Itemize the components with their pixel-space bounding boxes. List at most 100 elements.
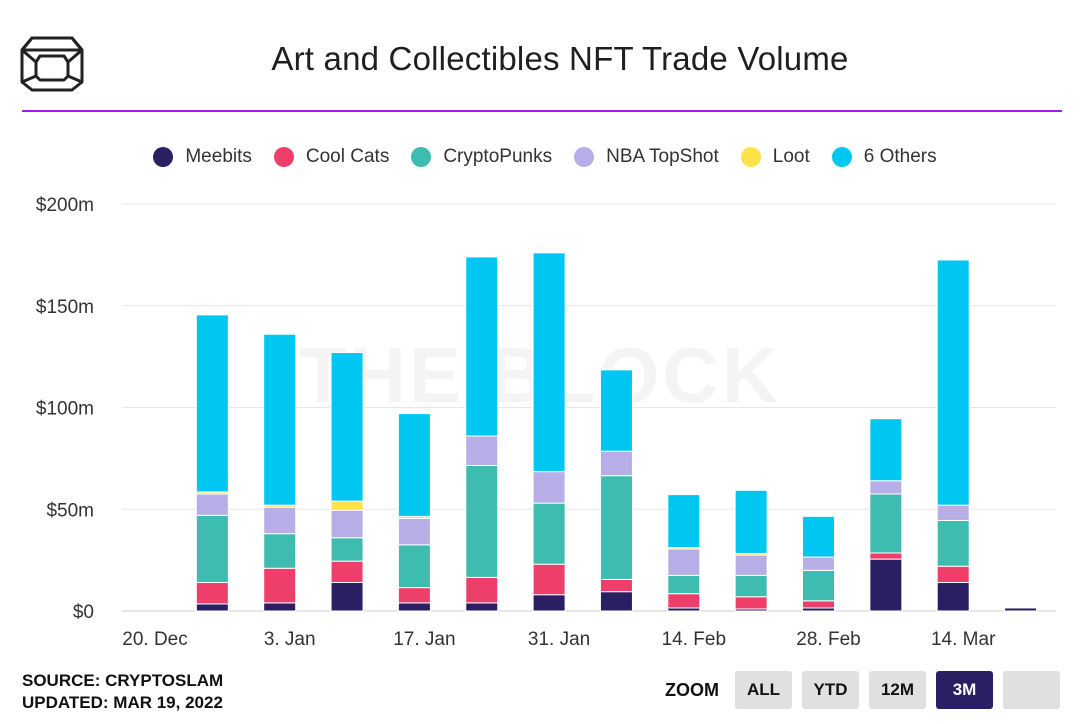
bar-segment-meebits xyxy=(869,558,903,612)
bar-segment-6-others xyxy=(195,314,229,493)
bar-segment-cool-cats xyxy=(599,578,633,593)
bar-segment-cryptopunks xyxy=(532,502,566,565)
legend-swatch xyxy=(574,147,595,167)
bar-segment-nba-topshot xyxy=(599,450,633,477)
zoom-button-ytd[interactable]: YTD xyxy=(802,671,859,709)
bar-segment-6-others xyxy=(936,259,970,506)
bar-segment-6-others xyxy=(532,252,566,473)
legend-label: 6 Others xyxy=(863,146,937,167)
x-tick-label: 3. Jan xyxy=(264,629,316,650)
bar-segment-meebits xyxy=(1004,607,1038,612)
bar-segment-nba-topshot xyxy=(465,435,499,466)
bar-segment-6-others xyxy=(802,515,835,558)
legend-item-loot[interactable]: Loot xyxy=(740,146,810,168)
bar-segment-meebits xyxy=(936,582,970,612)
bar-segment-meebits xyxy=(330,582,364,612)
bar-segment-meebits xyxy=(263,602,297,612)
zoom-controls: ZOOM ALL YTD 12M 3M xyxy=(665,671,1060,709)
bar-segment-cool-cats xyxy=(330,560,364,584)
legend-swatch xyxy=(740,147,761,167)
x-tick-label: 31. Jan xyxy=(528,629,590,650)
updated-text: UPDATED: MAR 19, 2022 xyxy=(22,693,223,712)
bar-segment-6-others xyxy=(330,352,364,502)
bar-segment-nba-topshot xyxy=(936,504,970,521)
bar-segment-cool-cats xyxy=(532,563,566,596)
legend-swatch xyxy=(153,147,174,167)
bar-segment-cool-cats xyxy=(195,582,229,605)
bar-segment-cryptopunks xyxy=(330,537,364,562)
chart-header: Art and Collectibles NFT Trade Volume xyxy=(0,0,1080,112)
bar-segment-6-others xyxy=(734,489,768,554)
bar-segment-nba-topshot xyxy=(667,548,701,576)
bar-segment-cool-cats xyxy=(263,567,297,604)
y-tick-label: $50m xyxy=(46,500,94,521)
bar-segment-cryptopunks xyxy=(734,574,768,598)
x-tick-label: 14. Mar xyxy=(931,629,996,650)
bar-segment-6-others xyxy=(869,418,903,482)
legend-label: NBA TopShot xyxy=(606,146,719,167)
bar-segment-6-others xyxy=(263,333,297,506)
legend-item-cool-cats[interactable]: Cool Cats xyxy=(273,146,390,168)
bar-segment-cryptopunks xyxy=(195,514,229,584)
bar-segment-cool-cats xyxy=(667,593,701,609)
bar-segment-6-others xyxy=(465,256,499,437)
bar-segment-6-others xyxy=(667,494,701,549)
bar-segment-cool-cats xyxy=(465,576,499,604)
y-tick-label: $200m xyxy=(36,195,94,216)
bar-segment-nba-topshot xyxy=(532,471,566,504)
bar-segment-cool-cats xyxy=(869,552,903,560)
bar-segment-meebits xyxy=(465,602,499,612)
bar-segment-meebits xyxy=(599,591,633,612)
legend-swatch xyxy=(411,147,432,167)
bar-segment-cool-cats xyxy=(734,596,768,610)
bar-segment-cryptopunks xyxy=(936,519,970,567)
y-tick-label: $150m xyxy=(36,297,94,318)
bar-segment-meebits xyxy=(532,594,566,612)
x-tick-label: 20. Dec xyxy=(122,629,187,650)
legend-item-cryptopunks[interactable]: CryptoPunks xyxy=(411,146,552,168)
y-tick-label: $100m xyxy=(36,399,94,420)
legend-item-6-others[interactable]: 6 Others xyxy=(831,146,937,168)
legend-item-nba-topshot[interactable]: NBA TopShot xyxy=(574,146,719,168)
zoom-button-12m[interactable]: 12M xyxy=(869,671,926,709)
bar-segment-nba-topshot xyxy=(195,493,229,516)
x-tick-label: 17. Jan xyxy=(393,629,455,650)
bar-segment-cryptopunks xyxy=(802,569,835,602)
bar-segment-cool-cats xyxy=(802,600,835,609)
zoom-button-3m[interactable]: 3M xyxy=(936,671,993,709)
bar-segment-nba-topshot xyxy=(263,506,297,535)
source-text: SOURCE: CRYPTOSLAM xyxy=(22,671,224,690)
bar-segment-6-others xyxy=(397,413,431,517)
legend-label: Meebits xyxy=(185,146,252,167)
bar-segment-6-others xyxy=(599,369,633,452)
bar-segment-cryptopunks xyxy=(869,493,903,554)
chart-legend: Meebits Cool Cats CryptoPunks NBA TopShot Lo… xyxy=(0,146,1080,168)
source-note: SOURCE: CRYPTOSLAM UPDATED: MAR 19, 2022 xyxy=(22,670,223,714)
bar-segment-nba-topshot xyxy=(802,556,835,571)
legend-label: CryptoPunks xyxy=(443,146,553,167)
bar-segment-nba-topshot xyxy=(869,480,903,495)
legend-swatch xyxy=(273,147,294,167)
y-tick-label: $0 xyxy=(73,602,94,623)
x-tick-label: 28. Feb xyxy=(796,629,860,650)
bar-segment-loot xyxy=(330,500,364,511)
zoom-button-blank[interactable] xyxy=(1003,671,1060,709)
bar-segment-cool-cats xyxy=(397,587,431,604)
x-tick-label: 14. Feb xyxy=(662,629,726,650)
bar-segment-cryptopunks xyxy=(397,544,431,589)
chart-title: Art and Collectibles NFT Trade Volume xyxy=(271,40,849,77)
zoom-label: ZOOM xyxy=(665,679,719,700)
legend-label: Loot xyxy=(772,146,810,167)
bar-segment-meebits xyxy=(195,603,229,612)
bar-segment-meebits xyxy=(397,602,431,612)
the-block-cube-logo-icon xyxy=(20,36,84,92)
bar-segment-cool-cats xyxy=(936,565,970,584)
title-divider xyxy=(22,110,1062,112)
legend-swatch xyxy=(831,147,852,167)
zoom-button-all[interactable]: ALL xyxy=(735,671,792,709)
legend-item-meebits[interactable]: Meebits xyxy=(153,146,252,168)
bar-segment-nba-topshot xyxy=(330,509,364,539)
bar-segment-nba-topshot xyxy=(734,554,768,576)
legend-label: Cool Cats xyxy=(305,146,390,167)
